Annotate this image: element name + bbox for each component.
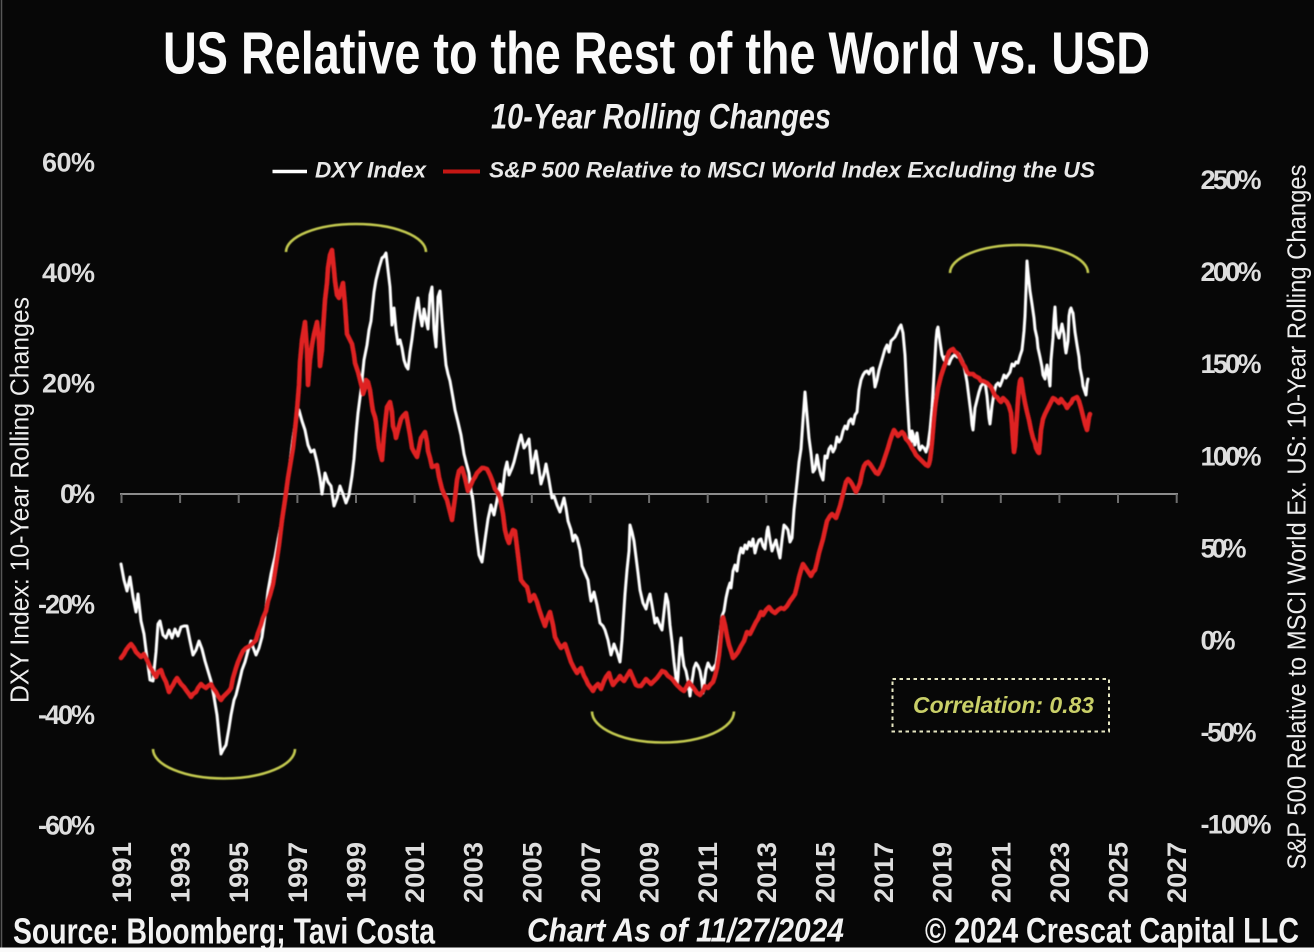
svg-text:0%: 0% bbox=[60, 479, 95, 509]
svg-text:250%: 250% bbox=[1201, 165, 1262, 195]
svg-text:0%: 0% bbox=[1201, 626, 1236, 656]
svg-text:100%: 100% bbox=[1201, 441, 1262, 471]
svg-text:2013: 2013 bbox=[752, 842, 782, 903]
svg-text:200%: 200% bbox=[1201, 257, 1262, 287]
svg-text:2027: 2027 bbox=[1162, 842, 1192, 903]
svg-text:2001: 2001 bbox=[400, 842, 430, 903]
svg-text:60%: 60% bbox=[42, 148, 95, 178]
svg-text:1999: 1999 bbox=[342, 842, 372, 903]
svg-text:DXY Index: 10-Year Rolling Cha: DXY Index: 10-Year Rolling Changes bbox=[5, 297, 35, 703]
svg-text:2003: 2003 bbox=[459, 842, 489, 903]
svg-text:Correlation: 0.83: Correlation: 0.83 bbox=[913, 692, 1094, 718]
svg-text:© 2024 Crescat Capital LLC: © 2024 Crescat Capital LLC bbox=[925, 912, 1299, 951]
svg-text:10-Year Rolling Changes: 10-Year Rolling Changes bbox=[491, 98, 831, 137]
svg-text:-20%: -20% bbox=[38, 590, 95, 620]
svg-text:2021: 2021 bbox=[986, 842, 1016, 903]
svg-text:1991: 1991 bbox=[107, 842, 137, 903]
svg-text:2025: 2025 bbox=[1104, 842, 1134, 903]
svg-text:S&P 500 Relative to MSCI World: S&P 500 Relative to MSCI World Ex. US: 1… bbox=[1282, 165, 1312, 870]
svg-text:-100%: -100% bbox=[1201, 810, 1272, 840]
svg-text:-50%: -50% bbox=[1201, 718, 1257, 748]
svg-text:2017: 2017 bbox=[869, 842, 899, 903]
svg-text:50%: 50% bbox=[1201, 533, 1247, 563]
svg-text:S&P 500 Relative to MSCI World: S&P 500 Relative to MSCI World Index Exc… bbox=[489, 158, 1095, 183]
svg-text:150%: 150% bbox=[1201, 349, 1262, 379]
svg-text:2015: 2015 bbox=[810, 842, 840, 903]
svg-text:Chart As of 11/27/2024: Chart As of 11/27/2024 bbox=[527, 912, 844, 949]
svg-text:2019: 2019 bbox=[928, 842, 958, 903]
svg-text:2023: 2023 bbox=[1045, 842, 1075, 903]
svg-text:DXY Index: DXY Index bbox=[315, 158, 427, 183]
svg-text:1995: 1995 bbox=[224, 842, 254, 903]
svg-text:-40%: -40% bbox=[38, 700, 95, 730]
svg-text:20%: 20% bbox=[42, 369, 95, 399]
svg-text:2007: 2007 bbox=[576, 842, 606, 903]
svg-text:Source: Bloomberg; Tavi Costa: Source: Bloomberg; Tavi Costa bbox=[13, 911, 436, 952]
svg-text:US Relative to the Rest of the: US Relative to the Rest of the World vs.… bbox=[163, 21, 1150, 87]
svg-text:40%: 40% bbox=[42, 258, 95, 288]
svg-text:2005: 2005 bbox=[517, 842, 547, 903]
svg-text:1993: 1993 bbox=[166, 842, 196, 903]
svg-text:2009: 2009 bbox=[635, 842, 665, 903]
svg-text:2011: 2011 bbox=[693, 842, 723, 903]
svg-text:1997: 1997 bbox=[283, 842, 313, 903]
svg-text:-60%: -60% bbox=[38, 811, 95, 841]
